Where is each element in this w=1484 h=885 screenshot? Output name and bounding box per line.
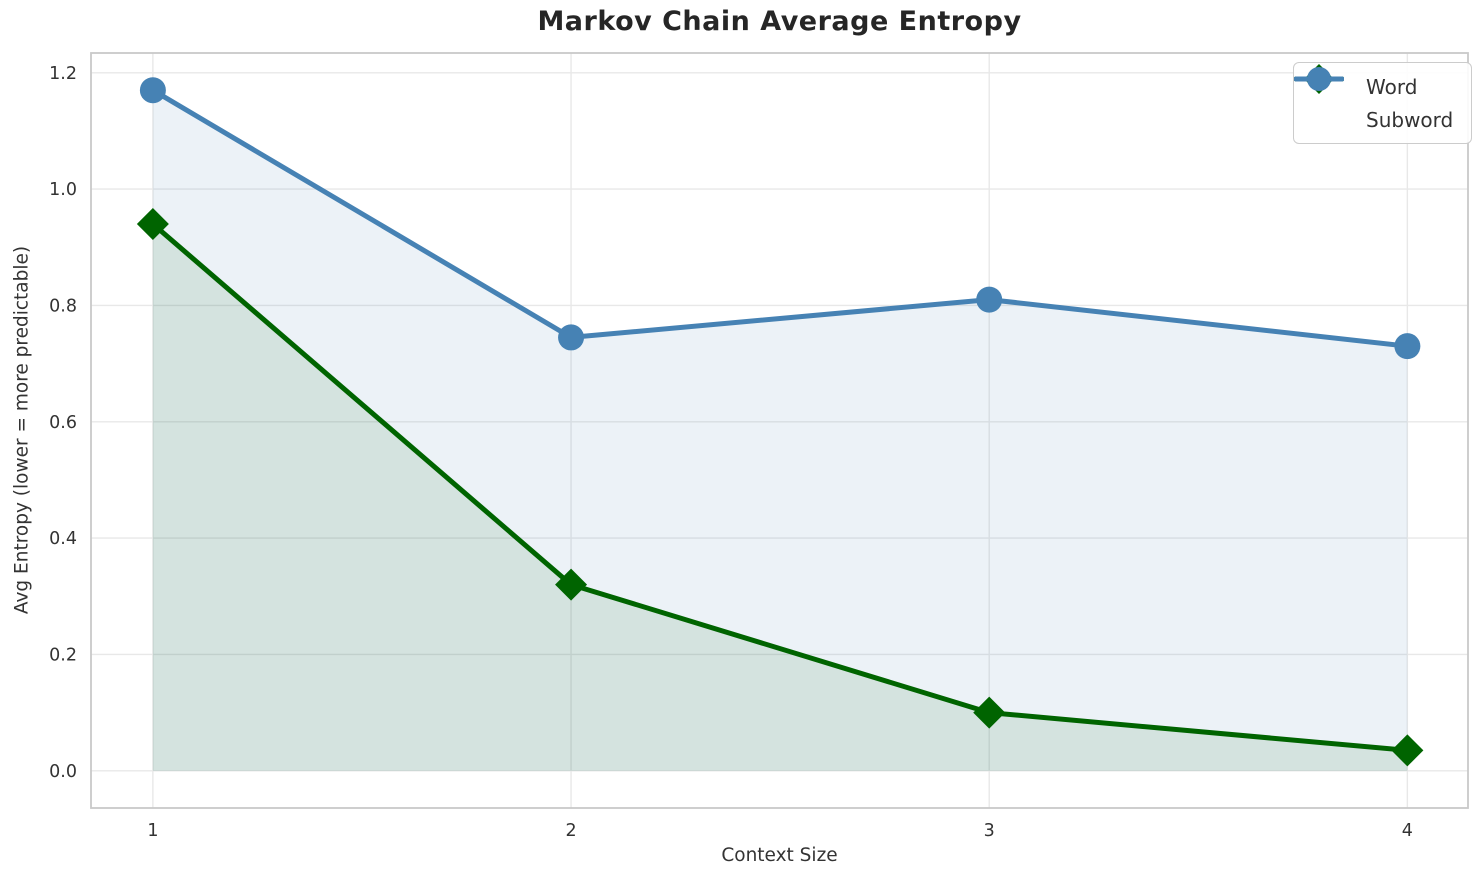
marker-subword (976, 286, 1003, 313)
marker-word (1391, 734, 1424, 767)
marker-subword (139, 77, 166, 104)
x-tick-label: 3 (984, 821, 995, 841)
marker-subword (1394, 333, 1421, 360)
marker-word (973, 696, 1006, 729)
y-tick-label: 0.4 (49, 529, 77, 549)
y-tick-label: 1.0 (49, 180, 77, 200)
y-tick-label: 0.6 (49, 413, 77, 433)
marker-word (136, 208, 169, 241)
y-tick-label: 1.2 (49, 64, 77, 84)
area-fill-word (152, 224, 1408, 771)
subword-circle-icon (1294, 67, 1354, 136)
x-axis-label: Context Size (721, 845, 838, 866)
plot-border (90, 52, 1469, 809)
line-subword (150, 87, 1410, 349)
x-tick-label: 1 (147, 821, 158, 841)
y-axis-label: Avg Entropy (lower = more predictable) (11, 245, 33, 615)
legend-label-word: Word (1366, 74, 1418, 99)
x-tick-label: 2 (565, 821, 576, 841)
marker-word (555, 568, 588, 601)
line-word (150, 221, 1410, 753)
x-tick-label: 4 (1402, 821, 1413, 841)
y-tick-label: 0.2 (49, 645, 77, 665)
legend: Word Subword (1293, 62, 1473, 144)
chart-title: Markov Chain Average Entropy (537, 6, 1022, 37)
legend-label-subword: Subword (1366, 107, 1454, 132)
marker-subword (558, 324, 585, 351)
y-tick-label: 0.0 (49, 762, 77, 782)
y-tick-label: 0.8 (49, 296, 77, 316)
legend-item-subword: Subword (1294, 67, 1454, 136)
area-fill-subword (152, 90, 1408, 771)
